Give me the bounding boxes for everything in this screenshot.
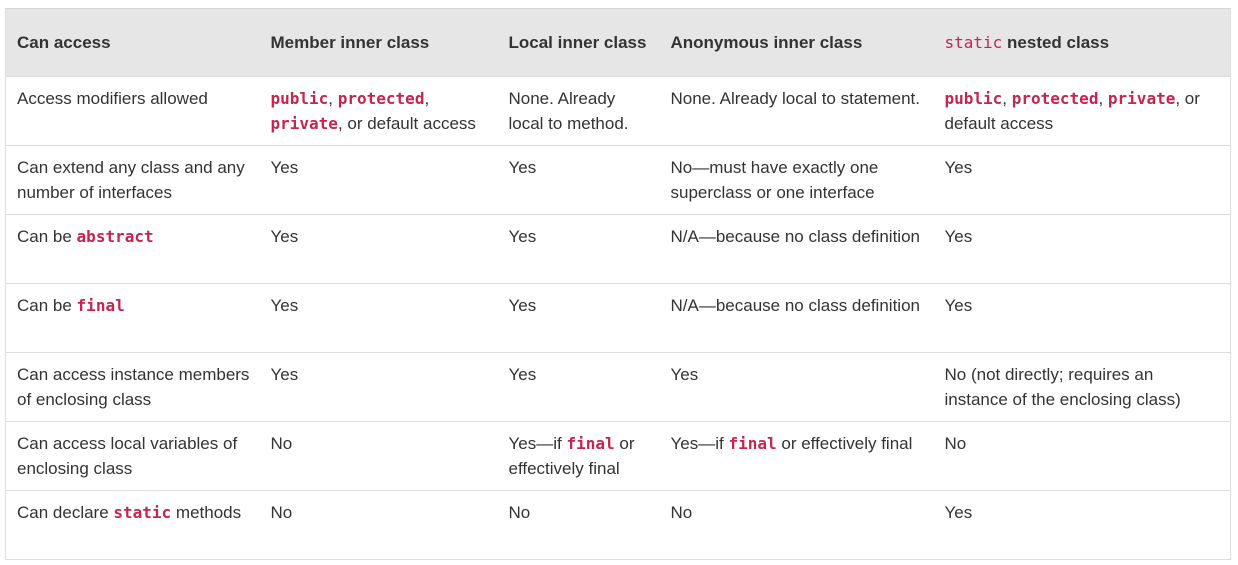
cell-text: or effectively final xyxy=(776,434,913,453)
cell-local: Yes xyxy=(508,365,537,384)
table-row: Can access instance members of enclosing… xyxy=(5,352,1231,422)
row-label: Can be final xyxy=(6,284,260,353)
keyword-protected: protected xyxy=(1011,89,1099,108)
cell-static-nested: Yes xyxy=(944,227,973,246)
cell-text: Yes—if xyxy=(670,434,729,453)
cell-member: Yes xyxy=(270,158,299,177)
table-row: Can declare static methods No No No Yes xyxy=(5,490,1231,560)
nested-class-comparison-table: Can access Member inner class Local inne… xyxy=(5,8,1231,560)
row-label-text: Can be xyxy=(17,227,77,246)
cell-static-nested: No (not directly; requires an instance o… xyxy=(944,365,1181,409)
keyword-protected: protected xyxy=(337,89,425,108)
row-label-text: Can declare xyxy=(17,503,114,522)
row-label: Can extend any class and any number of i… xyxy=(17,158,245,202)
table-header: Can access Member inner class Local inne… xyxy=(5,8,1231,77)
cell-static-nested: No xyxy=(944,434,967,453)
cell-member: No xyxy=(270,434,293,453)
separator: , xyxy=(1098,89,1108,108)
keyword-private: private xyxy=(270,114,338,133)
keyword-public: public xyxy=(944,89,1003,108)
cell-member: Yes xyxy=(270,296,299,315)
cell-local: No xyxy=(508,503,531,522)
row-label: Can access instance members of enclosing… xyxy=(17,365,250,409)
separator: , xyxy=(424,89,430,108)
cell-anonymous: None. Already local to statement. xyxy=(670,89,920,108)
keyword-abstract: abstract xyxy=(76,227,154,246)
cell-anonymous: Yes—if final or effectively final xyxy=(660,422,934,491)
cell-member: No xyxy=(270,503,293,522)
row-label: Can access local variables of enclosing … xyxy=(17,434,238,478)
row-label: Access modifiers allowed xyxy=(17,89,208,108)
table-row: Can extend any class and any number of i… xyxy=(5,145,1231,215)
cell-static-nested: public, protected, private, or default a… xyxy=(934,77,1231,146)
cell-anonymous: Yes xyxy=(670,365,699,384)
table-row: Access modifiers allowed public, protect… xyxy=(5,76,1231,146)
separator: , xyxy=(328,89,338,108)
row-label-text: methods xyxy=(171,503,242,522)
header-static-keyword: static xyxy=(944,33,1003,52)
row-label-text: Can be xyxy=(17,296,77,315)
cell-local: None. Already local to method. xyxy=(508,89,629,133)
cell-local: Yes—if final or effectively final xyxy=(498,422,660,491)
cell-static-nested: Yes xyxy=(944,158,973,177)
table-row: Can access local variables of enclosing … xyxy=(5,421,1231,491)
keyword-final: final xyxy=(76,296,125,315)
cell-anonymous: N/A—because no class definition xyxy=(670,296,920,315)
cell-local: Yes xyxy=(508,296,537,315)
header-anonymous-inner-class: Anonymous inner class xyxy=(659,8,934,77)
comparison-table-container: Can access Member inner class Local inne… xyxy=(5,8,1231,560)
table-row: Can be final Yes Yes N/A—because no clas… xyxy=(5,283,1231,353)
separator: , xyxy=(1002,89,1012,108)
header-local-inner-class: Local inner class xyxy=(497,8,660,77)
table-body: Access modifiers allowed public, protect… xyxy=(5,76,1231,560)
cell-static-nested: Yes xyxy=(944,296,973,315)
cell-static-nested: Yes xyxy=(944,503,973,522)
keyword-final: final xyxy=(728,434,777,453)
row-label: Can declare static methods xyxy=(6,491,260,560)
header-static-nested-class: static nested class xyxy=(933,8,1231,77)
cell-member: public, protected, private, or default a… xyxy=(260,77,498,146)
cell-text: Yes—if xyxy=(508,434,567,453)
header-member-inner-class: Member inner class xyxy=(259,8,498,77)
cell-anonymous: N/A—because no class definition xyxy=(670,227,920,246)
cell-anonymous: No xyxy=(670,503,693,522)
header-can-access: Can access xyxy=(5,8,260,77)
cell-local: Yes xyxy=(508,158,537,177)
table-row: Can be abstract Yes Yes N/A—because no c… xyxy=(5,214,1231,284)
keyword-private: private xyxy=(1107,89,1176,108)
cell-text: , or default access xyxy=(944,89,1200,133)
cell-text: , or default access xyxy=(337,114,476,133)
row-label: Can be abstract xyxy=(6,215,260,284)
header-row: Can access Member inner class Local inne… xyxy=(5,8,1231,77)
keyword-final: final xyxy=(566,434,615,453)
cell-member: Yes xyxy=(270,227,299,246)
header-static-nested-label: nested class xyxy=(1002,33,1110,52)
cell-local: Yes xyxy=(508,227,537,246)
cell-anonymous: No—must have exactly one superclass or o… xyxy=(670,158,879,202)
cell-member: Yes xyxy=(270,365,299,384)
keyword-static: static xyxy=(113,503,172,522)
keyword-public: public xyxy=(270,89,329,108)
cell-text: or effectively final xyxy=(508,434,635,478)
